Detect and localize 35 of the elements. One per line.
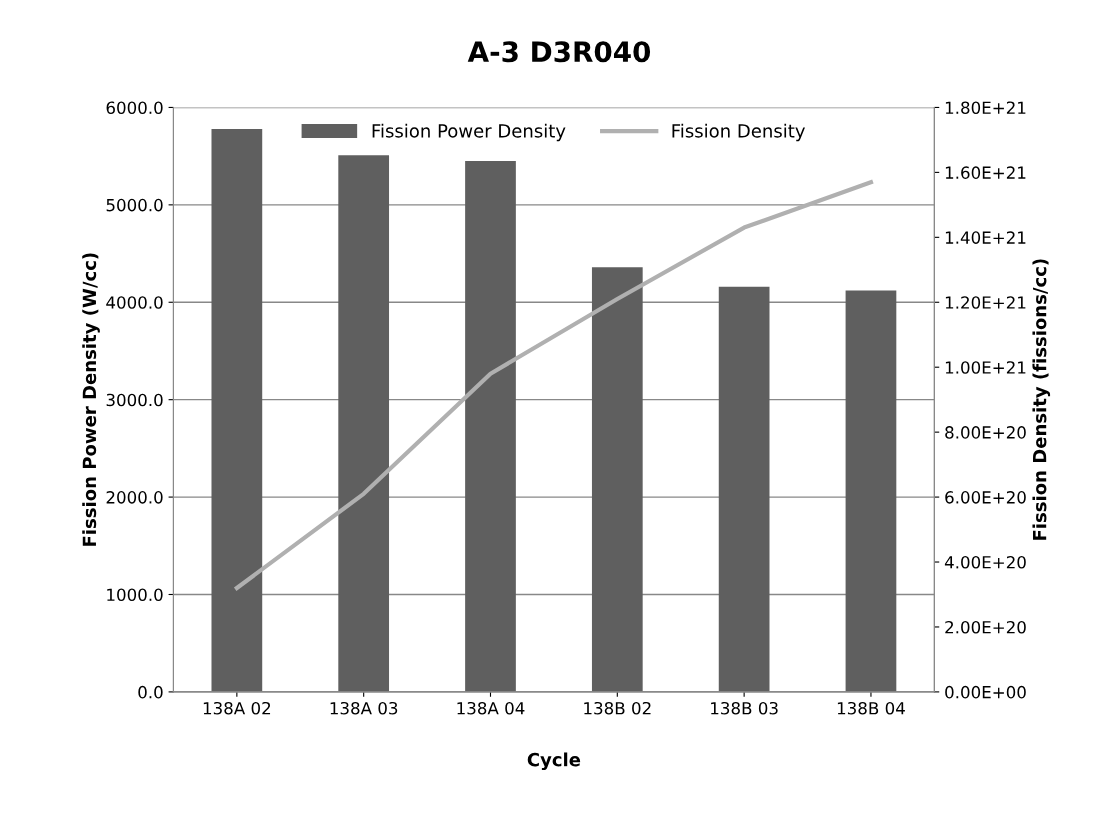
y-tick-label: 0.0	[138, 685, 163, 699]
y2-tick-label: 1.20E+21	[945, 296, 1026, 309]
y2-tick-label: 4.00E+20	[944, 555, 1026, 569]
bar	[718, 286, 770, 692]
x-tick-label: 138A 04	[457, 701, 525, 715]
y2-tick-label: 6.00E+20	[945, 491, 1026, 504]
x-tick-label: 138B 02	[584, 701, 651, 715]
y-tick-label: 3000.0	[106, 393, 163, 407]
y2-tick-label: 1.80E+21	[945, 101, 1026, 115]
x-tick-label: 138A 02	[203, 701, 271, 715]
y2-tick-label: 2.00E+20	[945, 620, 1026, 634]
y2-tick-label: 1.40E+21	[945, 231, 1026, 244]
y-tick-label: 1000.0	[107, 588, 163, 602]
y2-tick-label: 1.00E+21	[945, 361, 1026, 374]
bar	[338, 155, 390, 692]
y-tick-label: 6000.0	[106, 101, 163, 115]
bar	[591, 267, 643, 692]
y2-axis-title: Fission Density (fissions/cc)	[1032, 259, 1051, 540]
bar	[465, 161, 516, 692]
x-tick-label: 138B 03	[711, 701, 778, 715]
bar	[845, 290, 897, 692]
x-tick-label: 138B 04	[837, 701, 905, 715]
legend-label: Fission Power Density	[372, 123, 566, 142]
y-tick-label: 5000.0	[106, 198, 163, 212]
bar	[211, 128, 263, 692]
x-axis-title: Cycle	[527, 752, 581, 771]
x-tick-label: 138A 03	[330, 701, 398, 715]
y2-tick-label: 0.00E+00	[945, 685, 1026, 699]
chart-title: A-3 D3R040	[467, 41, 651, 63]
y2-tick-label: 8.00E+20	[945, 426, 1026, 439]
y-axis-title: Fission Power Density (W/cc)	[82, 253, 100, 546]
y-tick-label: 2000.0	[106, 491, 163, 504]
legend-label: Fission Density	[672, 123, 805, 142]
y-tick-label: 4000.0	[106, 296, 163, 309]
y2-tick-label: 1.60E+21	[945, 166, 1026, 179]
